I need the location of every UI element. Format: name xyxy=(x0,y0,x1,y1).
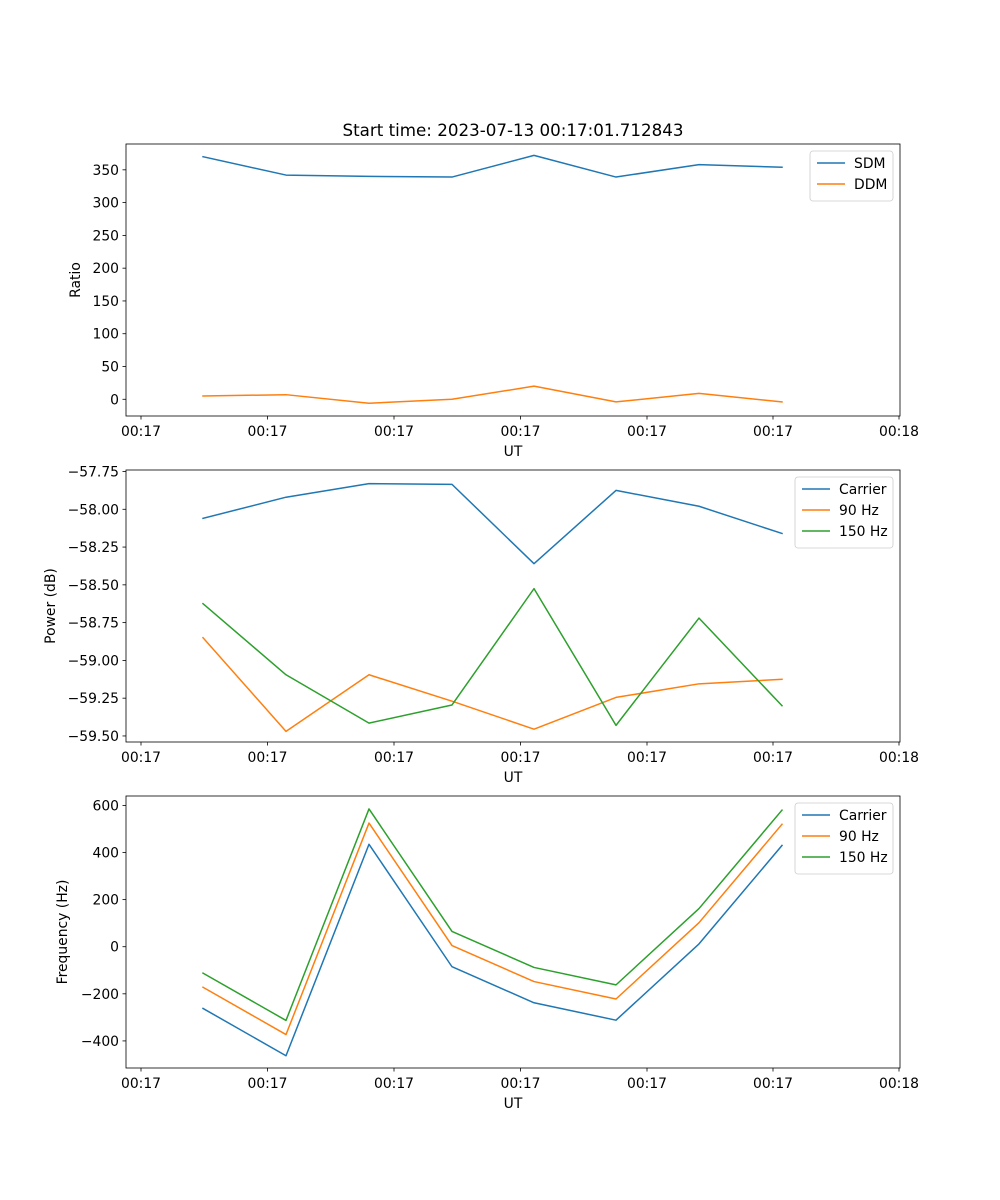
x-tick-label: 00:17 xyxy=(374,424,414,440)
y-tick-label: −200 xyxy=(81,987,119,1003)
y-axis-label: Power (dB) xyxy=(43,568,59,644)
chart-title: Start time: 2023-07-13 00:17:01.712843 xyxy=(343,120,684,140)
y-tick-label: −58.50 xyxy=(68,578,119,594)
x-axis-label: UT xyxy=(504,444,523,460)
y-tick-label: 50 xyxy=(101,360,119,376)
y-tick-label: −58.25 xyxy=(68,540,119,556)
legend-label: Carrier xyxy=(839,482,887,498)
subplot-2: −59.50 −59.25 −59.00 −58.75 −58.50 −58.25 −58.… xyxy=(43,465,919,786)
series-line-ddm xyxy=(202,385,783,404)
legend-label: 150 Hz xyxy=(839,850,888,866)
x-tick-label: 00:17 xyxy=(247,424,287,440)
y-tick-label: −58.00 xyxy=(68,502,119,518)
y-tick-label: 200 xyxy=(92,261,119,277)
y-tick-label: −59.00 xyxy=(68,653,119,669)
legend-label: 150 Hz xyxy=(839,524,888,540)
x-tick-label: 00:17 xyxy=(121,424,161,440)
legend-label: 90 Hz xyxy=(839,829,879,845)
x-tick-label: 00:17 xyxy=(500,424,540,440)
y-tick-label: 400 xyxy=(92,846,119,862)
series-line-150-hz xyxy=(201,587,784,727)
y-tick-label: 200 xyxy=(92,893,119,909)
series-line-carrier xyxy=(201,843,784,1057)
x-tick-label: 00:17 xyxy=(247,750,287,766)
y-tick-label: 100 xyxy=(92,327,119,343)
y-tick-label: 250 xyxy=(92,228,119,244)
x-tick-label: 00:17 xyxy=(753,750,793,766)
x-axis-label: UT xyxy=(504,770,523,786)
y-tick-label: −59.50 xyxy=(68,729,119,745)
legend: Carrier 90 Hz 150 Hz xyxy=(794,476,894,549)
x-tick-label: 00:17 xyxy=(500,750,540,766)
x-tick-label: 00:17 xyxy=(121,1076,161,1092)
x-tick-label: 00:17 xyxy=(374,750,414,766)
series-line-carrier xyxy=(202,482,783,565)
axes-frame xyxy=(125,469,901,743)
x-tick-label: 00:18 xyxy=(879,424,919,440)
x-axis-label: UT xyxy=(504,1096,523,1112)
y-axis-label: Ratio xyxy=(68,262,84,298)
y-tick-label: 0 xyxy=(110,940,119,956)
x-tick-label: 00:17 xyxy=(627,750,667,766)
subplot-3: −400 −200 0 200 400 600 00:17 00:17 00:17 00:17 00… xyxy=(55,795,919,1112)
subplots: 0 50 100 150 200 250 300 350 00:17 00:17 00:17 00:1… xyxy=(43,143,919,1112)
x-tick-label: 00:17 xyxy=(753,1076,793,1092)
series-line-90-hz xyxy=(201,636,783,733)
axes-frame xyxy=(125,143,901,417)
y-tick-label: −57.75 xyxy=(68,465,119,481)
x-tick-label: 00:17 xyxy=(627,1076,667,1092)
x-tick-label: 00:17 xyxy=(627,424,667,440)
series-line-90-hz xyxy=(201,822,784,1036)
axes-frame xyxy=(125,795,901,1069)
x-tick-label: 00:17 xyxy=(500,1076,540,1092)
legend: SDM DDM xyxy=(809,150,894,202)
y-tick-label: 150 xyxy=(92,294,119,310)
y-tick-label: −58.75 xyxy=(68,616,119,632)
y-tick-label: 350 xyxy=(92,163,119,179)
y-tick-label: 0 xyxy=(110,392,119,408)
x-tick-label: 00:18 xyxy=(879,750,919,766)
y-tick-label: −59.25 xyxy=(68,691,119,707)
legend-label: Carrier xyxy=(839,808,887,824)
x-tick-label: 00:17 xyxy=(247,1076,287,1092)
legend-label: DDM xyxy=(854,177,887,193)
y-tick-label: 300 xyxy=(92,196,119,212)
y-tick-label: −400 xyxy=(81,1034,119,1050)
legend-label: SDM xyxy=(854,156,886,172)
x-tick-label: 00:17 xyxy=(121,750,161,766)
subplot-1: 0 50 100 150 200 250 300 350 00:17 00:17 00:17 00:1… xyxy=(68,143,919,460)
x-tick-label: 00:17 xyxy=(374,1076,414,1092)
series-line-150-hz xyxy=(201,808,784,1022)
legend-label: 90 Hz xyxy=(839,503,879,519)
x-tick-label: 00:17 xyxy=(753,424,793,440)
y-axis-label: Frequency (Hz) xyxy=(55,880,71,985)
x-tick-label: 00:18 xyxy=(879,1076,919,1092)
legend: Carrier 90 Hz 150 Hz xyxy=(794,802,894,875)
series-line-sdm xyxy=(202,154,783,178)
y-tick-label: 600 xyxy=(92,798,119,814)
